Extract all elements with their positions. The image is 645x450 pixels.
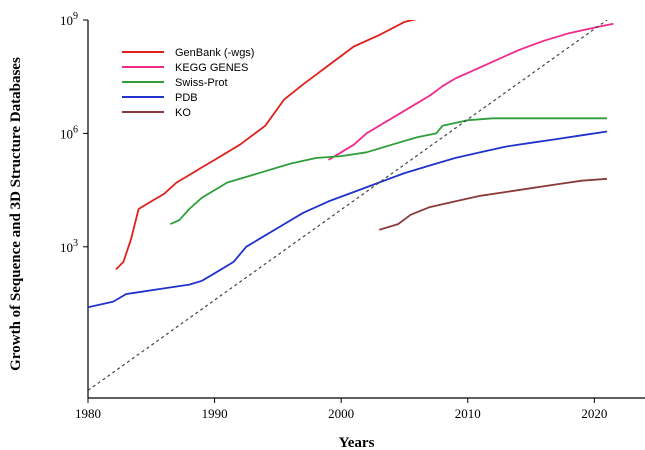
x-tick-label: 1990	[202, 406, 228, 421]
y-axis-title: Growth of Sequence and 3D Structure Data…	[8, 57, 24, 371]
x-tick-label: 1980	[75, 406, 101, 421]
legend-label: KO	[175, 107, 191, 119]
y-tick-label: 103	[60, 238, 78, 255]
series-line-0	[115, 20, 418, 271]
series-line-3	[88, 130, 608, 309]
series-line-4	[378, 177, 608, 231]
x-tick-label: 2020	[581, 406, 607, 421]
x-axis-title: Years	[339, 435, 375, 450]
trend-line	[88, 20, 608, 391]
series-line-2	[169, 117, 607, 225]
legend-label: GenBank (-wgs)	[175, 47, 254, 59]
chart-axes: 1980 1990 2000 2010 2020 103 106 109	[60, 11, 645, 421]
y-tick-label: 106	[60, 124, 78, 141]
x-tick-label: 2000	[328, 406, 354, 421]
y-tick-label: 109	[60, 11, 78, 28]
series-line-1	[328, 22, 614, 161]
legend-label: KEGG GENES	[175, 62, 248, 74]
legend-label: Swiss-Prot	[175, 77, 228, 89]
series-lines	[88, 20, 614, 391]
chart-legend: GenBank (-wgs) KEGG GENES Swiss-Prot PDB KO	[122, 47, 254, 119]
x-tick-label: 2010	[455, 406, 481, 421]
legend-label: PDB	[175, 92, 198, 104]
